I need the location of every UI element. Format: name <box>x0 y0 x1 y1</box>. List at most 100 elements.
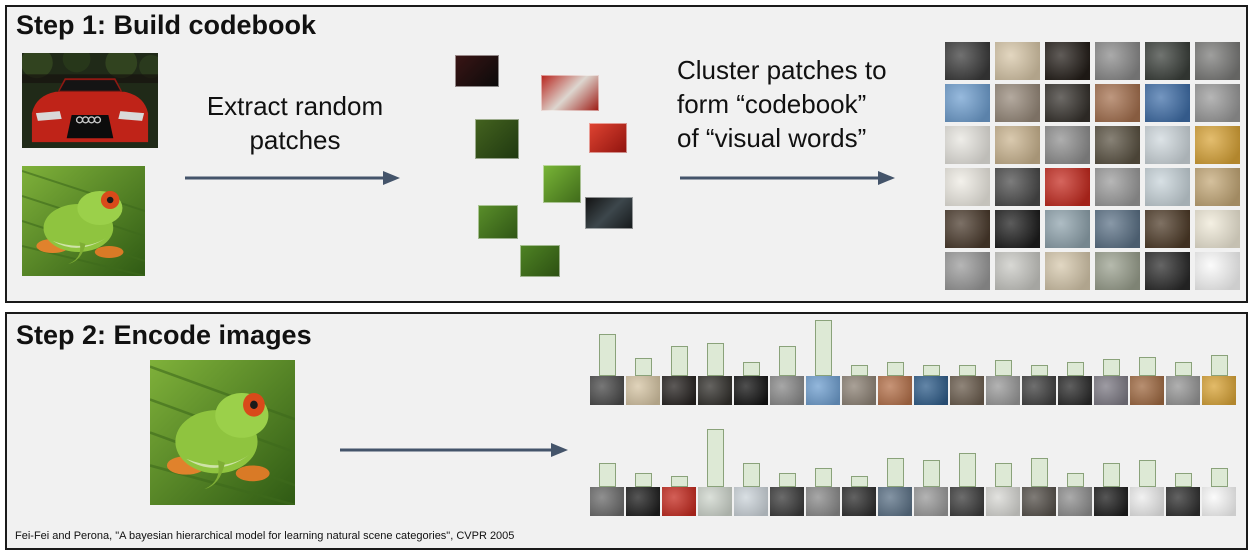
histogram-bar <box>1102 359 1120 376</box>
codeword-swatch <box>986 487 1020 516</box>
histogram-1-bars <box>590 320 1240 376</box>
codebook-cell <box>995 126 1040 164</box>
codeword-swatch <box>626 376 660 405</box>
histogram-bar <box>922 365 940 376</box>
histogram-bar <box>886 362 904 376</box>
codebook-cell <box>1195 168 1240 206</box>
step1-title: Step 1: Build codebook <box>16 10 317 40</box>
codeword-swatch <box>734 487 768 516</box>
patch-frog-skin <box>543 165 581 203</box>
codebook-cell <box>1195 252 1240 290</box>
codeword-swatch <box>1202 487 1236 516</box>
codebook-cell <box>1045 84 1090 122</box>
histogram-bar <box>958 365 976 376</box>
codeword-swatch <box>698 487 732 516</box>
codeword-swatch <box>1094 487 1128 516</box>
histogram-bar <box>742 362 760 376</box>
random-patches-scatter <box>7 7 1246 301</box>
histogram-bar <box>1030 365 1048 376</box>
histogram-bar <box>598 463 616 487</box>
codebook-cell <box>1145 84 1190 122</box>
step1-panel: Step 1: Build codebook <box>5 5 1248 303</box>
codeword-swatch <box>1022 487 1056 516</box>
codeword-swatch <box>914 376 948 405</box>
codeword-swatch <box>1166 376 1200 405</box>
codeword-swatch <box>950 376 984 405</box>
histogram-bar <box>670 346 688 376</box>
codeword-swatch <box>950 487 984 516</box>
histogram-bar <box>814 468 832 487</box>
histogram-bar <box>634 473 652 487</box>
codebook-cell <box>1195 84 1240 122</box>
codebook-cell <box>995 42 1040 80</box>
codeword-swatch <box>1022 376 1056 405</box>
citation: Fei-Fei and Perona, "A bayesian hierarch… <box>15 530 515 542</box>
codeword-swatch <box>734 376 768 405</box>
extract-patches-label: Extract random patches <box>175 89 415 157</box>
step2-title: Step 2: Encode images <box>16 320 312 350</box>
codebook-cell <box>1195 126 1240 164</box>
histogram-1 <box>590 320 1240 405</box>
histogram-bar <box>922 460 940 487</box>
histogram-1-swatches <box>590 376 1240 405</box>
codebook-cell <box>995 168 1040 206</box>
histogram-2 <box>590 427 1240 516</box>
codeword-swatch <box>662 376 696 405</box>
histogram-bar <box>886 458 904 487</box>
codeword-swatch <box>986 376 1020 405</box>
histogram-bar <box>598 334 616 376</box>
codeword-swatch <box>1058 376 1092 405</box>
codeword-swatch <box>590 376 624 405</box>
codebook-cell <box>1195 42 1240 80</box>
codeword-swatch <box>806 487 840 516</box>
codebook-cell <box>995 210 1040 248</box>
histogram-bar <box>778 473 796 487</box>
histogram-bar <box>1210 468 1228 487</box>
histogram-bar <box>1066 473 1084 487</box>
histogram-bar <box>1138 357 1156 376</box>
patch-leaf-2 <box>520 245 560 277</box>
codebook-cell <box>1095 252 1140 290</box>
codeword-swatch <box>590 487 624 516</box>
codebook-cell <box>945 168 990 206</box>
codeword-swatch <box>1094 376 1128 405</box>
step2-panel: Step 2: Encode images Fei-Fei and <box>5 312 1248 550</box>
histogram-bar <box>706 429 724 487</box>
histogram-2-swatches <box>590 487 1240 516</box>
codebook-cell <box>1095 84 1140 122</box>
histogram-bar <box>1138 460 1156 487</box>
histogram-bar <box>670 476 688 487</box>
histogram-bar <box>814 320 832 376</box>
codebook-grid <box>945 42 1240 290</box>
extract-patches-line2: patches <box>249 125 341 155</box>
codebook-cell <box>1095 210 1140 248</box>
histogram-bar <box>1210 355 1228 376</box>
histogram-bar <box>850 476 868 487</box>
patch-leaf <box>478 205 518 239</box>
codebook-cell <box>945 210 990 248</box>
arrow-right-icon <box>185 171 400 185</box>
patch-foliage <box>475 119 519 159</box>
codebook-cell <box>1145 252 1190 290</box>
codeword-swatch <box>842 376 876 405</box>
codebook-cell <box>1045 42 1090 80</box>
extract-patches-line1: Extract random <box>206 91 384 121</box>
cluster-label-line3: of “visual words” <box>677 123 867 153</box>
codeword-swatch <box>914 487 948 516</box>
codeword-swatch <box>1130 376 1164 405</box>
patch-car-headlight <box>541 75 599 111</box>
frog-image-2 <box>150 360 295 505</box>
histogram-bar <box>994 360 1012 376</box>
histogram-bar <box>706 343 724 376</box>
cluster-label-line2: form “codebook” <box>677 89 867 119</box>
codebook-cell <box>995 252 1040 290</box>
codebook-cell <box>1045 210 1090 248</box>
codebook-cell <box>1145 42 1190 80</box>
patch-car-body <box>589 123 627 153</box>
histogram-bar <box>1174 473 1192 487</box>
arrow-right-icon <box>680 171 895 185</box>
codeword-swatch <box>878 376 912 405</box>
codebook-cell <box>945 126 990 164</box>
codebook-cell <box>945 42 990 80</box>
codebook-cell <box>1195 210 1240 248</box>
